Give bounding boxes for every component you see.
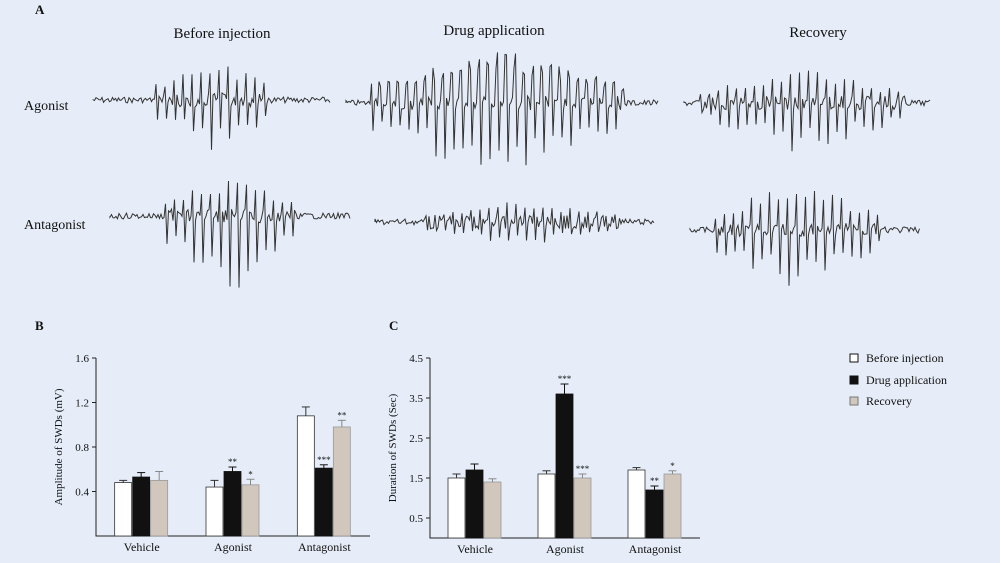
- legend-label-before: Before injection: [866, 351, 944, 365]
- legend-swatch-recovery: [849, 396, 859, 406]
- row-label-agonist: Agonist: [24, 99, 68, 114]
- amplitude-chart: 0.4 0.8 1.2 1.6 Amplitude of SWDs (mV) Vehicl…: [53, 353, 370, 554]
- bar-agonist-before-injection: [537, 473, 556, 539]
- bar-antagonist-drug-application: [314, 467, 333, 537]
- bar-antagonist-before-injection: [296, 415, 315, 537]
- bar-vehicle-drug-application: [132, 476, 151, 537]
- category-label-vehicle: Vehicle: [124, 540, 160, 554]
- y-axis-title: Duration of SWDs (Sec): [387, 393, 399, 502]
- column-title-recovery: Recovery: [789, 25, 847, 41]
- y-tick-label: 1.5: [409, 473, 423, 485]
- significance-marker: **: [650, 476, 660, 486]
- panel-a-letter: A: [35, 2, 45, 17]
- column-title-before: Before injection: [173, 26, 271, 42]
- trace-agonist-before: [92, 66, 331, 150]
- category-label-agonist: Agonist: [214, 540, 253, 554]
- y-tick-label: 3.5: [409, 393, 423, 405]
- bar-antagonist-recovery: [332, 426, 351, 537]
- y-tick-label: 0.5: [409, 513, 423, 525]
- bar-vehicle-before-injection: [447, 477, 466, 539]
- significance-marker: ***: [558, 374, 572, 384]
- bar-agonist-recovery: [241, 484, 260, 537]
- trace-antagonist-drug: [374, 202, 655, 243]
- y-axis-title: Amplitude of SWDs (mV): [53, 388, 65, 505]
- category-label-agonist: Agonist: [546, 542, 585, 556]
- axes: [429, 358, 700, 539]
- duration-chart: 0.5 1.5 2.5 3.5 4.5 Duration of SWDs (Sec) Veh…: [387, 353, 700, 556]
- category-label-antagonist: Antagonist: [298, 540, 351, 554]
- significance-marker: ***: [317, 455, 331, 465]
- significance-marker: ***: [576, 464, 590, 474]
- bar-agonist-recovery: [573, 477, 592, 539]
- significance-marker: *: [248, 469, 253, 479]
- trace-agonist-drug: [345, 52, 659, 166]
- legend-swatch-before: [849, 353, 859, 363]
- bar-agonist-drug-application: [223, 471, 242, 537]
- axes: [95, 358, 370, 537]
- column-title-drug: Drug application: [443, 23, 545, 39]
- y-tick-label: 1.2: [75, 398, 89, 410]
- bar-vehicle-recovery: [483, 481, 502, 539]
- panel-b-letter: B: [35, 318, 44, 333]
- category-label-antagonist: Antagonist: [629, 542, 682, 556]
- bar-vehicle-drug-application: [465, 469, 484, 539]
- y-tick-label: 1.6: [75, 353, 89, 365]
- legend-label-recovery: Recovery: [866, 394, 912, 408]
- trace-antagonist-recovery-top: [683, 70, 931, 152]
- y-tick-label: 0.8: [75, 442, 89, 454]
- bar-agonist-before-injection: [205, 486, 224, 537]
- y-tick-label: 2.5: [409, 433, 423, 445]
- y-tick-label: 4.5: [409, 353, 423, 365]
- legend: Before injection Drug application Recove…: [849, 351, 947, 408]
- legend-swatch-drug: [849, 375, 859, 385]
- bar-vehicle-recovery: [150, 479, 169, 537]
- panel-c-letter: C: [389, 318, 398, 333]
- significance-marker: **: [337, 410, 347, 420]
- bar-agonist-drug-application: [555, 393, 574, 539]
- y-tick-label: 0.4: [75, 487, 89, 499]
- trace-antagonist-before: [109, 180, 351, 288]
- bar-vehicle-before-injection: [114, 482, 133, 537]
- legend-label-drug: Drug application: [866, 373, 947, 387]
- row-label-antagonist: Antagonist: [24, 218, 86, 233]
- trace-antagonist-recovery: [689, 190, 920, 286]
- category-label-vehicle: Vehicle: [457, 542, 493, 556]
- eeg-traces: [92, 52, 931, 288]
- significance-marker: *: [670, 461, 675, 471]
- bar-antagonist-recovery: [663, 473, 682, 539]
- bar-antagonist-before-injection: [627, 469, 646, 539]
- significance-marker: **: [228, 457, 238, 467]
- bar-antagonist-drug-application: [645, 489, 664, 539]
